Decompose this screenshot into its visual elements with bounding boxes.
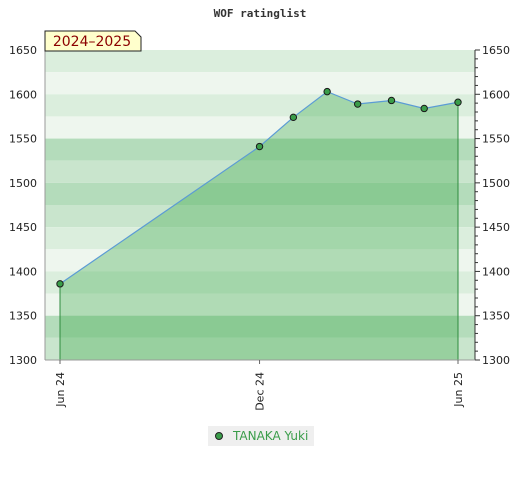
x-tick-label: Jun 24 bbox=[54, 372, 67, 408]
x-tick-label: Jun 25 bbox=[452, 372, 465, 408]
y-tick-label-right: 1300 bbox=[482, 354, 510, 367]
markers-layer bbox=[56, 87, 462, 288]
y-tick-label-right: 1450 bbox=[482, 221, 510, 234]
background-band bbox=[45, 182, 475, 205]
background-band bbox=[45, 293, 475, 316]
background-bands bbox=[45, 50, 475, 360]
drop-lines bbox=[59, 102, 459, 360]
data-point bbox=[56, 280, 64, 288]
x-tick-label: Dec 24 bbox=[254, 372, 267, 411]
y-tick-label-left: 1300 bbox=[9, 354, 37, 367]
background-band bbox=[45, 249, 475, 272]
chart-title: WOF ratinglist bbox=[214, 7, 307, 20]
data-point bbox=[420, 104, 428, 113]
background-band bbox=[45, 160, 475, 183]
data-point bbox=[289, 113, 298, 122]
series-line bbox=[59, 90, 459, 285]
y-tick-label-left: 1650 bbox=[9, 44, 37, 57]
data-point bbox=[323, 87, 331, 96]
season-badge: 2024–2025 bbox=[44, 30, 142, 52]
background-band bbox=[45, 271, 475, 294]
background-band bbox=[45, 116, 475, 139]
area-layer bbox=[60, 91, 458, 360]
legend-label: TANAKA Yuki bbox=[233, 429, 309, 443]
series-area bbox=[60, 91, 458, 360]
background-band bbox=[45, 337, 475, 360]
data-point bbox=[454, 98, 462, 106]
background-band bbox=[45, 50, 475, 73]
y-tick-label-left: 1550 bbox=[9, 133, 37, 146]
y-tick-label-left: 1500 bbox=[9, 177, 37, 190]
background-band bbox=[45, 205, 475, 228]
data-point bbox=[255, 142, 264, 151]
y-tick-label-left: 1450 bbox=[9, 221, 37, 234]
y-tick-label-left: 1400 bbox=[9, 265, 37, 278]
y-tick-label-right: 1650 bbox=[482, 44, 510, 57]
y-tick-label-right: 1500 bbox=[482, 177, 510, 190]
season-badge-label: 2024–2025 bbox=[53, 34, 131, 50]
y-tick-label-right: 1350 bbox=[482, 310, 510, 323]
axes: 1300 1300 1350 1350 1400 1400 1450 1450 1500 1500… bbox=[9, 44, 510, 411]
data-point bbox=[387, 96, 396, 105]
background-band bbox=[45, 227, 475, 250]
y-tick-label-right: 1600 bbox=[482, 88, 510, 101]
background-band bbox=[45, 72, 475, 95]
season-badge-box bbox=[44, 30, 142, 52]
data-point bbox=[353, 100, 362, 108]
background-band bbox=[45, 94, 475, 117]
legend[interactable]: TANAKA Yuki bbox=[208, 426, 314, 446]
y-tick-label-right: 1550 bbox=[482, 133, 510, 146]
y-tick-label-right: 1400 bbox=[482, 265, 510, 278]
y-tick-label-left: 1350 bbox=[9, 310, 37, 323]
series-line-layer bbox=[59, 90, 459, 285]
legend-marker-icon bbox=[215, 432, 223, 440]
y-tick-label-left: 1600 bbox=[9, 88, 37, 101]
background-band bbox=[45, 315, 475, 338]
